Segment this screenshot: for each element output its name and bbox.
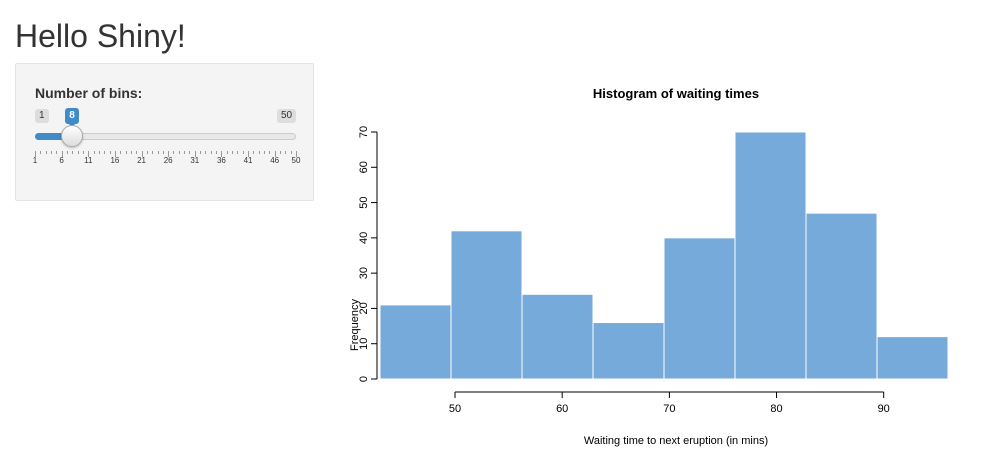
slider-tick-label: 21 [137, 156, 146, 165]
x-axis: 50 60 70 80 90 [449, 391, 890, 415]
y-axis-tick-label: 0 [358, 376, 370, 382]
slider-tick [168, 151, 170, 157]
slider-tick [194, 151, 196, 157]
slider-handle[interactable] [61, 125, 84, 147]
y-axis-label: Frequency [349, 299, 361, 351]
histogram-bar [734, 131, 807, 380]
histogram-bar [663, 237, 736, 380]
slider-tick-label: 26 [163, 156, 173, 165]
y-axis-tick-label: 20 [358, 302, 370, 314]
slider-tick [216, 151, 218, 154]
y-axis-tick-label: 30 [358, 267, 370, 279]
y-axis-tick-label: 60 [358, 161, 370, 173]
slider-tick [66, 151, 68, 154]
slider-tick-label: 11 [84, 156, 93, 165]
slider-tick [77, 151, 79, 154]
slider-tick [82, 151, 84, 154]
histogram-bar [592, 322, 665, 380]
y-axis-tick-label: 40 [358, 232, 370, 244]
slider-tick [226, 151, 228, 154]
slider-tick-label: 31 [190, 156, 200, 165]
histogram-bar [876, 336, 949, 380]
slider-tick-label: 41 [243, 156, 253, 165]
slider-tick [221, 151, 223, 157]
slider-tick-label: 1 [32, 156, 38, 165]
slider-tick [258, 151, 260, 154]
slider-tick [104, 151, 106, 154]
slider-tick [136, 151, 138, 154]
page-title: Hello Shiny! [15, 18, 186, 54]
slider-tick [189, 151, 191, 154]
slider-tick [264, 151, 266, 154]
x-axis-tick-label: 70 [663, 403, 675, 415]
slider-tick [56, 151, 58, 154]
slider-tick [178, 151, 180, 154]
slider-max-badge: 50 [277, 109, 297, 123]
slider-tick [141, 151, 143, 157]
slider-tick [184, 151, 186, 154]
slider-tick [72, 151, 74, 154]
slider-tick [130, 151, 132, 154]
x-axis-label: Waiting time to next eruption (in mins) [584, 435, 768, 447]
slider-tick [50, 151, 52, 154]
chart-title: Histogram of waiting times [593, 86, 759, 101]
slider-tick [253, 151, 255, 154]
slider-tick [280, 151, 282, 154]
x-axis-tick-label: 90 [878, 403, 890, 415]
histogram-bar [450, 230, 523, 380]
slider-tick [120, 151, 122, 154]
slider-tick-label: 50 [291, 156, 301, 165]
y-axis: 0 10 20 30 40 50 60 70 [358, 126, 378, 382]
y-axis-tick-label: 10 [358, 338, 370, 350]
bins-slider-label: Number of bins: [35, 85, 143, 101]
slider-tick [210, 151, 212, 154]
histogram-chart: Histogram of waiting times Waiting time … [349, 86, 949, 447]
slider-tick [152, 151, 154, 154]
y-axis-tick-label: 50 [358, 196, 370, 208]
slider-min-badge: 1 [35, 109, 49, 123]
x-axis-tick-label: 60 [556, 403, 568, 415]
slider-tick [98, 151, 100, 154]
slider-tick [285, 151, 287, 154]
slider-tick [290, 151, 292, 154]
histogram-plot: Histogram of waiting times Waiting time … [340, 70, 980, 463]
histogram-bar [379, 304, 452, 380]
slider-tick [125, 151, 127, 154]
slider-tick [269, 151, 271, 154]
slider-tick [162, 151, 164, 154]
slider-tick-label: 6 [59, 156, 64, 165]
slider-tick [45, 151, 47, 154]
sidebar-panel: Number of bins: 1 50 8 1 6 11 16 21 26 31 36 41 4… [15, 63, 314, 201]
slider-tick [173, 151, 175, 154]
slider-tick [146, 151, 148, 154]
slider-tick [200, 151, 202, 154]
slider-value-badge: 8 [65, 108, 79, 128]
slider-tick [232, 151, 234, 154]
y-axis-tick-label: 70 [358, 126, 370, 138]
histogram-bar [521, 293, 594, 380]
slider-tick [274, 151, 276, 157]
slider-tick [237, 151, 239, 154]
slider-tick [40, 151, 42, 154]
slider-track-fill [35, 133, 73, 140]
slider-tick [35, 151, 36, 157]
slider-tick [296, 151, 297, 157]
slider-tick [93, 151, 95, 154]
x-axis-tick-label: 50 [449, 403, 461, 415]
slider-tick [242, 151, 244, 154]
slider-tick [109, 151, 111, 154]
slider-tick [248, 151, 250, 157]
slider-tick-label: 16 [110, 156, 120, 165]
histogram-bar [805, 212, 878, 380]
slider-tick [88, 151, 90, 157]
bars-group [379, 131, 949, 380]
slider-tick [205, 151, 207, 154]
slider-tick-label: 46 [270, 156, 280, 165]
slider-tick-label: 36 [216, 156, 226, 165]
slider-tick [114, 151, 116, 157]
slider-tick [61, 151, 63, 157]
slider-tick [157, 151, 159, 154]
x-axis-tick-label: 80 [770, 403, 782, 415]
